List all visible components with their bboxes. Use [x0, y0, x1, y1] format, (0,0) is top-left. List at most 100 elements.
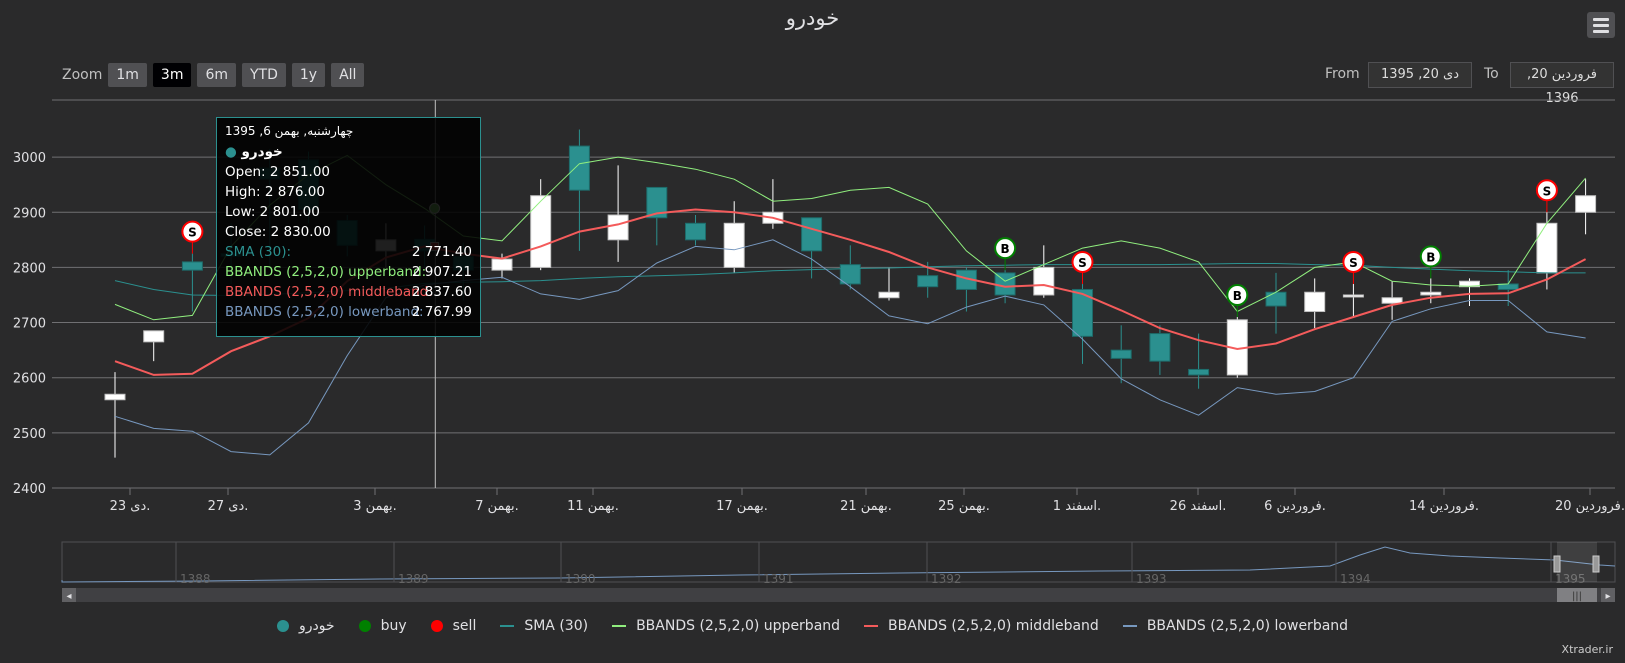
candle-body	[530, 195, 552, 268]
zoom-1y-button[interactable]: 1y	[291, 63, 326, 87]
tooltip-sma-label: SMA (30):	[225, 244, 292, 260]
navigator-right-handle	[1592, 555, 1600, 573]
zoom-3m-button[interactable]: 3m	[152, 63, 192, 87]
sell-flag-label: S	[1349, 256, 1358, 270]
zoom-ytd-button[interactable]: YTD	[242, 63, 286, 87]
arrow-right-icon: ▸	[1605, 591, 1610, 602]
zoom-6m-button[interactable]: 6m	[197, 63, 236, 87]
candle-body	[568, 145, 590, 191]
legend-marker	[612, 625, 627, 627]
sell-flag-label: S	[1078, 256, 1087, 270]
x-tick-label: بهمن 11.	[567, 499, 619, 514]
scrollbar-track	[62, 588, 1615, 602]
legend-marker	[358, 620, 371, 632]
navigator-series	[61, 546, 1616, 583]
candle-body	[1033, 266, 1055, 296]
buy-flag	[1226, 284, 1249, 307]
sell-flag	[181, 220, 204, 243]
y-tick-label: 2700	[13, 317, 46, 332]
x-tick-label: بهمن 3.	[353, 499, 397, 514]
legend-item-upperband[interactable]: BBANDS (2,5,2,0) upperband	[612, 618, 840, 634]
zoom-label: Zoom	[62, 67, 103, 83]
buy-flag-label: B	[1001, 242, 1010, 256]
tooltip-close: Close: 2 830.00	[225, 224, 331, 240]
candle-body	[917, 275, 939, 288]
candle-body	[685, 222, 706, 241]
tooltip-upper-value: 2 907.21	[411, 264, 472, 280]
y-tick-label: 3000	[13, 151, 46, 166]
zoom-all-button[interactable]: All	[331, 63, 365, 87]
scroll-right-button	[1601, 588, 1615, 602]
candle-body	[1459, 280, 1480, 288]
scrollbar-grip-icon: |||	[1572, 591, 1582, 602]
y-tick-label: 2400	[13, 482, 46, 497]
candle-body	[1072, 288, 1093, 337]
legend-item-sma[interactable]: SMA (30)	[500, 618, 588, 634]
candle-body	[143, 330, 165, 343]
x-tick-label: فروردین 20.	[1555, 499, 1625, 514]
tooltip-date: چهارشنبه, بهمن 6, 1395	[225, 124, 354, 138]
x-tick-label: بهمن 17.	[716, 499, 768, 514]
candle-body	[1575, 195, 1597, 213]
tooltip-low: Low: 2 801.00	[225, 204, 320, 220]
navigator-year-label: 1390	[565, 572, 596, 586]
credits-link[interactable]: Xtrader.ir	[1561, 643, 1613, 656]
sell-flag	[1535, 179, 1558, 202]
chart-legend: خودرو buy sell SMA (30) BBANDS (2,5,2,0)…	[0, 618, 1625, 634]
candle-body	[607, 214, 629, 241]
y-tick-label: 2900	[13, 206, 46, 221]
navigator-year-label: 1395	[1555, 572, 1586, 586]
candle-body	[646, 186, 668, 219]
navigator-left-handle	[1553, 555, 1561, 573]
y-tick-label: 2600	[13, 372, 46, 387]
candle-body	[104, 393, 126, 401]
legend-item-lowerband[interactable]: BBANDS (2,5,2,0) lowerband	[1122, 618, 1348, 634]
navigator-year-label: 1391	[763, 572, 794, 586]
navigator-year-label: 1392	[931, 572, 962, 586]
navigator-frame	[61, 541, 1616, 583]
candle-body	[1420, 291, 1442, 296]
x-tick-label: اسفند 26.	[1170, 499, 1227, 514]
legend-marker	[430, 620, 443, 632]
candle-body	[801, 217, 823, 252]
zoom-1m-button[interactable]: 1m	[108, 63, 147, 87]
candle-body	[1265, 291, 1287, 307]
legend-marker	[276, 620, 289, 632]
tooltip-middle-label: BBANDS (2,5,2,0) middleband:	[225, 284, 433, 300]
tooltip-open: Open: 2 851.00	[225, 164, 331, 180]
hamburger-menu-icon[interactable]	[1587, 12, 1615, 38]
legend-item-sell[interactable]: sell	[430, 618, 476, 634]
tooltip-series-name: ● خودرو	[225, 144, 283, 160]
sell-flag-label: S	[188, 226, 197, 240]
buy-flag-label: B	[1426, 250, 1435, 264]
legend-marker	[864, 625, 879, 627]
navigator-year-label: 1388	[180, 572, 211, 586]
candle-body	[839, 264, 861, 285]
x-tick-label: بهمن 7.	[475, 499, 519, 514]
sell-flag	[1342, 250, 1365, 273]
candle-body	[1536, 222, 1558, 274]
x-tick-label: دی 23.	[110, 499, 151, 514]
legend-item-middleband[interactable]: BBANDS (2,5,2,0) middleband	[864, 618, 1099, 634]
x-tick-label: فروردین 6.	[1264, 499, 1326, 514]
candle-body	[491, 258, 513, 271]
tooltip-sma-value: 2 771.40	[411, 244, 472, 260]
chart-title: خودرو	[785, 6, 840, 30]
navigator-year-label: 1394	[1340, 572, 1371, 586]
buy-flag	[1419, 245, 1442, 268]
navigator-year-label: 1393	[1136, 572, 1167, 586]
legend-marker	[500, 625, 515, 627]
tooltip-high: High: 2 876.00	[225, 184, 325, 200]
range-to-input[interactable]: فروردین 20, 1396	[1510, 62, 1614, 106]
buy-flag-label: B	[1233, 289, 1242, 303]
sell-flag-label: S	[1543, 184, 1552, 198]
candle-body	[1304, 291, 1326, 313]
tooltip: چهارشنبه, بهمن 6, 1395 ● خودرو Open: 2 8…	[216, 117, 481, 337]
range-from-input[interactable]: دی 20, 1395	[1368, 62, 1472, 88]
zoom-selector: Zoom 1m 3m 6m YTD 1y All	[62, 63, 370, 87]
legend-item-khodro[interactable]: خودرو	[276, 618, 335, 634]
x-tick-label: فروردین 14.	[1409, 499, 1479, 514]
tooltip-upper-label: BBANDS (2,5,2,0) upperband:	[225, 264, 427, 280]
legend-item-buy[interactable]: buy	[358, 618, 407, 634]
candle-body	[723, 222, 745, 268]
